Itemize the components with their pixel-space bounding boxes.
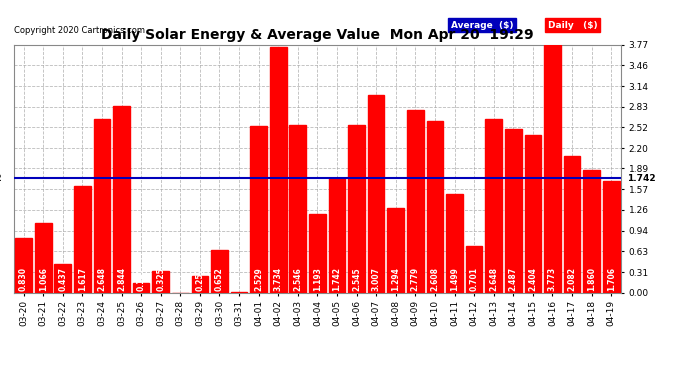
Text: 2.648: 2.648 [97,267,106,291]
Bar [328,178,345,292]
Text: 1.742: 1.742 [333,267,342,291]
Bar [211,250,228,292]
Text: 0.141: 0.141 [137,267,146,291]
Text: 1.499: 1.499 [450,267,459,291]
Bar [74,186,90,292]
Text: 0.325: 0.325 [156,267,165,291]
Bar [348,125,365,292]
Bar [55,264,71,292]
Bar [466,246,482,292]
Text: 2.844: 2.844 [117,267,126,291]
Bar [387,207,404,292]
Text: 3.773: 3.773 [548,267,557,291]
Text: 2.529: 2.529 [254,267,263,291]
Text: 0.652: 0.652 [215,267,224,291]
Title: Daily Solar Energy & Average Value  Mon Apr 20  19:29: Daily Solar Energy & Average Value Mon A… [101,28,533,42]
Text: 0.701: 0.701 [470,267,479,291]
Text: 2.546: 2.546 [293,267,302,291]
Text: 2.779: 2.779 [411,267,420,291]
Bar [290,125,306,292]
Bar [15,238,32,292]
Bar [426,121,443,292]
Bar [485,118,502,292]
Text: 0.830: 0.830 [19,267,28,291]
Bar [250,126,267,292]
Text: 2.608: 2.608 [431,267,440,291]
Text: 2.648: 2.648 [489,267,498,291]
Bar [446,194,463,292]
Bar [132,283,150,292]
Text: Copyright 2020 Cartronics.com: Copyright 2020 Cartronics.com [14,26,145,35]
Text: 1.294: 1.294 [391,267,400,291]
Bar [583,170,600,292]
Bar [564,156,580,292]
Bar [113,106,130,292]
Text: 2.082: 2.082 [568,267,577,291]
Text: 1.617: 1.617 [78,267,87,291]
Bar [94,118,110,292]
Text: 1.742: 1.742 [627,174,656,183]
Text: 1.860: 1.860 [587,267,596,291]
Text: 0.257: 0.257 [195,267,204,291]
Text: 1.193: 1.193 [313,267,322,291]
Text: Average  ($): Average ($) [451,21,513,30]
Text: 1.706: 1.706 [607,267,615,291]
Text: Daily   ($): Daily ($) [548,21,598,30]
Text: 2.487: 2.487 [509,267,518,291]
Text: 1.066: 1.066 [39,267,48,291]
Bar [505,129,522,292]
Bar [407,110,424,292]
Bar [35,222,52,292]
Bar [309,214,326,292]
Text: 0.437: 0.437 [58,267,67,291]
Bar [152,271,169,292]
Bar [270,47,286,292]
Bar [603,180,620,292]
Bar [192,276,208,292]
Text: 3.007: 3.007 [372,267,381,291]
Bar [368,95,384,292]
Bar [524,135,541,292]
Text: 3.734: 3.734 [274,267,283,291]
Text: 2.545: 2.545 [352,267,361,291]
Text: 1.742: 1.742 [0,174,1,183]
Text: 2.404: 2.404 [529,267,538,291]
Bar [544,45,561,292]
